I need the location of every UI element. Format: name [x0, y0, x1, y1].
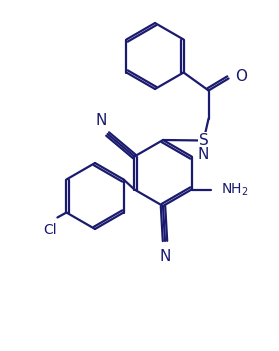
Text: O: O [235, 69, 247, 84]
Text: N: N [159, 249, 171, 264]
Text: Cl: Cl [44, 224, 57, 238]
Text: NH$_2$: NH$_2$ [221, 181, 248, 198]
Text: N: N [96, 113, 107, 128]
Text: S: S [199, 133, 208, 148]
Text: N: N [198, 147, 209, 162]
